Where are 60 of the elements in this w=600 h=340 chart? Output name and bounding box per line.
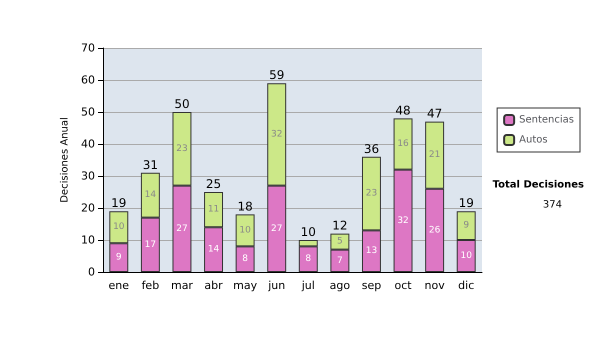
x-tick-label: may bbox=[233, 279, 258, 292]
total-label: 31 bbox=[142, 158, 158, 172]
x-tick-label: ago bbox=[330, 279, 350, 292]
y-tick-label: 70 bbox=[81, 42, 95, 54]
data-label: 32 bbox=[397, 216, 409, 226]
data-label: 7 bbox=[337, 256, 343, 266]
data-label: 23 bbox=[176, 144, 188, 154]
y-tick-label: 60 bbox=[81, 74, 95, 86]
y-tick-label: 40 bbox=[81, 138, 95, 150]
data-label: 9 bbox=[116, 252, 122, 263]
y-tick-label: 30 bbox=[81, 170, 95, 182]
data-label: 5 bbox=[337, 236, 343, 247]
data-label: 23 bbox=[366, 188, 378, 199]
x-tick-label: sep bbox=[362, 279, 382, 292]
x-tick-label: jul bbox=[300, 279, 315, 292]
data-label: 10 bbox=[239, 225, 252, 236]
data-label: 10 bbox=[460, 251, 472, 261]
x-tick-label: dic bbox=[458, 279, 474, 292]
x-tick-label: abr bbox=[204, 279, 224, 292]
data-label: 26 bbox=[428, 225, 441, 236]
total-label: 12 bbox=[332, 218, 348, 233]
data-label: 32 bbox=[270, 129, 282, 140]
x-tick-label: oct bbox=[394, 279, 412, 292]
data-label: 9 bbox=[463, 220, 470, 231]
x-tick-label: mar bbox=[170, 279, 194, 292]
total-label: 59 bbox=[269, 68, 284, 82]
total-label: 47 bbox=[426, 106, 442, 121]
data-label: 27 bbox=[270, 224, 282, 234]
data-label: 21 bbox=[428, 150, 440, 160]
total-label: 50 bbox=[174, 97, 190, 111]
y-axis-title: Decisiones Anual bbox=[60, 117, 71, 203]
total-label: 10 bbox=[300, 225, 316, 239]
legend-label: Autos bbox=[519, 134, 548, 146]
total-label: 48 bbox=[395, 103, 411, 118]
total-label: 19 bbox=[111, 196, 126, 210]
y-tick-label: 0 bbox=[88, 266, 95, 278]
y-tick-label: 50 bbox=[81, 106, 95, 118]
legend-label: Sentencias bbox=[519, 114, 574, 126]
data-label: 27 bbox=[176, 224, 188, 234]
y-tick-label: 20 bbox=[81, 202, 95, 214]
x-tick-label: feb bbox=[142, 279, 160, 292]
data-label: 11 bbox=[208, 204, 220, 215]
total-label: 25 bbox=[206, 177, 222, 191]
data-label: 8 bbox=[242, 254, 248, 264]
x-tick-label: ene bbox=[108, 279, 130, 292]
text: Total Decisiones bbox=[492, 180, 584, 190]
x-tick-label: jun bbox=[267, 279, 286, 292]
data-label: 16 bbox=[397, 139, 410, 149]
data-label: 14 bbox=[144, 190, 156, 200]
data-label: 8 bbox=[305, 254, 312, 264]
x-tick-label: nov bbox=[424, 279, 446, 292]
data-label: 17 bbox=[144, 240, 156, 250]
total-label: 18 bbox=[237, 199, 253, 214]
data-label: 13 bbox=[366, 246, 378, 256]
data-label: 10 bbox=[113, 222, 125, 232]
total-label: 19 bbox=[458, 196, 474, 210]
total-label: 36 bbox=[364, 142, 380, 156]
text: 374 bbox=[542, 200, 562, 210]
y-tick-label: 10 bbox=[81, 234, 95, 246]
data-label: 14 bbox=[208, 244, 220, 255]
